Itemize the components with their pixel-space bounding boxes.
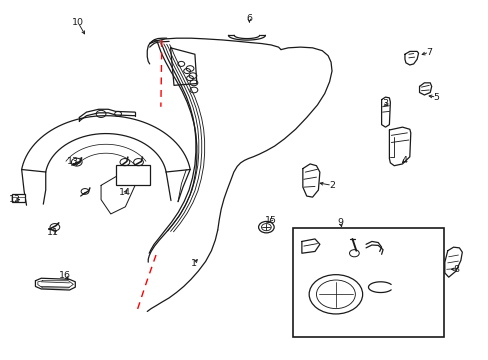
Text: 12: 12 (9, 195, 21, 204)
Text: 10: 10 (72, 18, 84, 27)
Text: 13: 13 (67, 157, 79, 166)
Bar (12, 194, 25, 202)
Text: 8: 8 (452, 265, 458, 274)
Text: 1: 1 (190, 260, 196, 269)
Text: 6: 6 (246, 14, 252, 23)
Text: 4: 4 (401, 156, 407, 165)
Bar (292, 228, 443, 337)
Text: 3: 3 (382, 99, 388, 108)
Text: 14: 14 (119, 188, 131, 197)
Text: 5: 5 (433, 93, 439, 102)
Text: 11: 11 (46, 228, 59, 237)
Text: 7: 7 (426, 48, 431, 57)
Text: 9: 9 (337, 219, 343, 228)
Text: 2: 2 (328, 181, 334, 190)
Text: 16: 16 (59, 271, 70, 280)
Bar (116, 165, 149, 185)
Text: 15: 15 (264, 216, 277, 225)
